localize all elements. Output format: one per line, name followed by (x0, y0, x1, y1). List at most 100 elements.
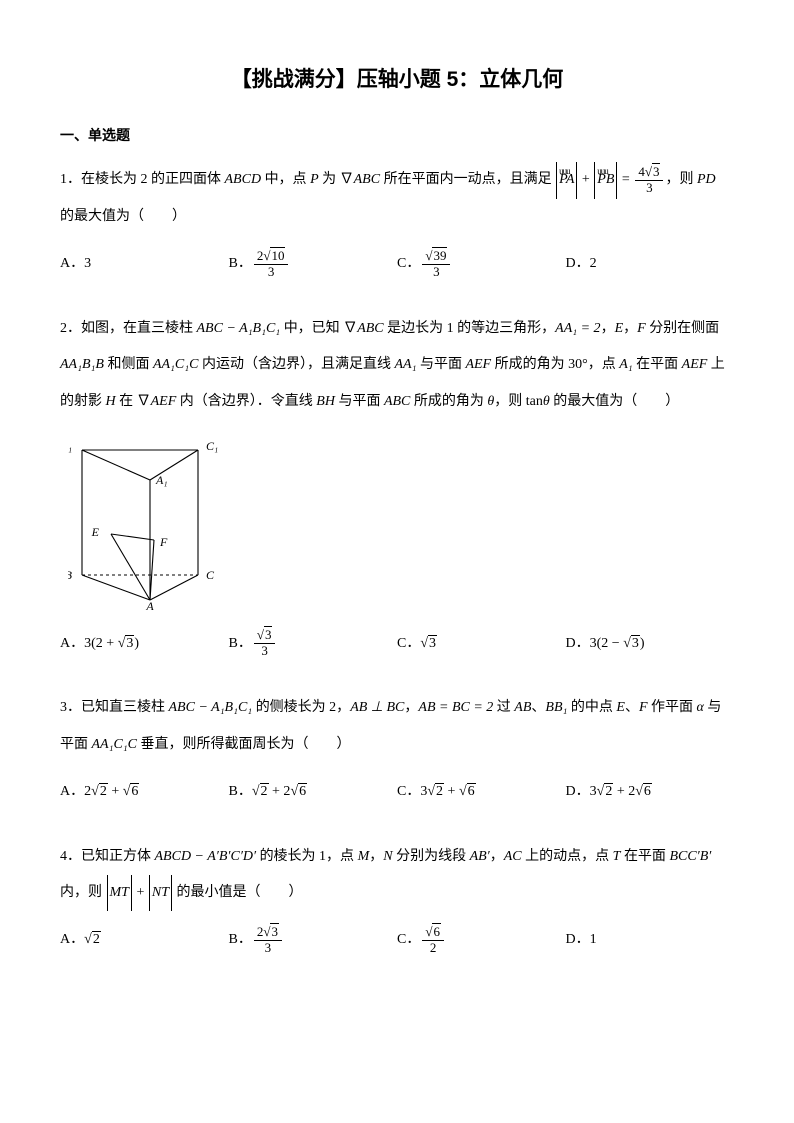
q3-E: E (616, 700, 625, 715)
q2-p15: 与平面 (335, 394, 384, 409)
q1-opt-a: A．3 (60, 247, 229, 281)
svg-text:B₁: B₁ (68, 439, 72, 453)
q2-p9: 与平面 (416, 357, 465, 372)
q4-abs-nt: NT (149, 875, 172, 911)
q1-d-val: 2 (590, 256, 597, 271)
q4-p2: 的棱长为 1，点 (256, 849, 358, 864)
q3-a-lbl: A． (60, 784, 84, 799)
q3-c-expr: 32 + 6 (420, 784, 475, 799)
q2-options: A．3(2 + 3) B．33 C．3 D．3(2 − 3) (60, 627, 734, 661)
q4-d-val: 1 (590, 932, 597, 947)
q2-H: H (106, 394, 116, 409)
question-2: 2．如图，在直三棱柱 ABC − A₁B₁C₁ 中，已知 ∇ABC 是边长为 1… (60, 311, 734, 660)
q1-c-den: 3 (422, 265, 450, 280)
q2-F: F (637, 321, 646, 336)
q1-rhs-den: 3 (635, 181, 663, 196)
q3-opt-a: A．22 + 6 (60, 775, 229, 809)
q4-opt-a: A．2 (60, 923, 229, 957)
q2-aef2: AEF (682, 357, 708, 372)
q2-opt-a: A．3(2 + 3) (60, 627, 229, 661)
q4-p6: 上的动点，点 (522, 849, 613, 864)
q2-theta2: θ (543, 394, 550, 409)
question-1: 1．在棱长为 2 的正四面体 ABCD 中，点 P 为 ∇ABC 所在平面内一动… (60, 162, 734, 280)
q2-s2: AA₁C₁C (153, 357, 199, 372)
q2-b-den: 3 (254, 644, 276, 659)
q2-p6: 分别在侧面 (646, 321, 720, 336)
q2-A1: A₁ (619, 357, 632, 372)
q3-plane: AA₁C₁C (92, 737, 138, 752)
q2-aa1: AA₁ = 2 (555, 321, 600, 336)
q2-aef3: AEF (151, 394, 177, 409)
q3-b-lbl: B． (229, 784, 252, 799)
q4-p7: 在平面 (620, 849, 669, 864)
q1-plus: + (578, 172, 593, 187)
q2-bh: BH (316, 394, 335, 409)
q1-abs-pb: uuuPB (594, 162, 617, 198)
q4-cube: ABCD − A′B′C′D′ (155, 849, 257, 864)
q3-p6: 的中点 (567, 700, 616, 715)
q1-c-lbl: C． (397, 256, 420, 271)
q2-a-expr: 3(2 + 3) (84, 636, 139, 651)
q2-p10: 所成的角为 30°，点 (491, 357, 619, 372)
q1-abc: ABC (354, 172, 380, 187)
q2-p1: 2．如图，在直三棱柱 (60, 321, 197, 336)
question-4: 4．已知正方体 ABCD − A′B′C′D′ 的棱长为 1，点 M，N 分别为… (60, 839, 734, 957)
q1-t-p6: 的最大值为（ ） (60, 209, 186, 224)
q3-text: 3．已知直三棱柱 ABC − A₁B₁C₁ 的侧棱长为 2，AB ⊥ BC，AB… (60, 690, 734, 763)
q4-c-num: 6 (422, 925, 444, 941)
q4-opt-d: D．1 (566, 923, 735, 957)
svg-text:F: F (159, 535, 168, 549)
q1-eq: = (618, 172, 633, 187)
q1-abs-pa: uuuPA (556, 162, 577, 198)
q2-p13: 在 (116, 394, 137, 409)
q3-p3: ， (404, 700, 418, 715)
q1-a-val: 3 (84, 256, 91, 271)
q4-text: 4．已知正方体 ABCD − A′B′C′D′ 的棱长为 1，点 M，N 分别为… (60, 839, 734, 912)
q1-b-lbl: B． (229, 256, 252, 271)
q3-b-expr: 2 + 26 (252, 784, 307, 799)
q4-ab1: AB′ (470, 849, 490, 864)
q1-t-p5: ，则 (665, 172, 697, 187)
q3-d-expr: 32 + 26 (590, 784, 652, 799)
svg-text:C₁: C₁ (206, 439, 218, 453)
q2-abc2: ABC (384, 394, 410, 409)
q2-a-lbl: A． (60, 636, 84, 651)
q1-rhs-num: 43 (638, 164, 660, 179)
q1-a-lbl: A． (60, 256, 84, 271)
q3-opt-b: B．2 + 26 (229, 775, 398, 809)
q3-prism: ABC − A₁B₁C₁ (169, 700, 253, 715)
svg-text:A: A (145, 599, 154, 610)
q2-c-lbl: C． (397, 636, 420, 651)
q4-c-lbl: C． (397, 932, 420, 947)
q3-alpha: α (697, 700, 704, 715)
q4-p5: ， (490, 849, 504, 864)
q4-p3: ， (369, 849, 383, 864)
q2-p18: 的最大值为（ ） (550, 394, 680, 409)
q3-p8: 作平面 (648, 700, 697, 715)
q4-a-expr: 2 (84, 932, 101, 947)
q4-N: N (383, 849, 392, 864)
q1-text: 1．在棱长为 2 的正四面体 ABCD 中，点 P 为 ∇ABC 所在平面内一动… (60, 162, 734, 235)
svg-text:A₁: A₁ (155, 473, 168, 487)
q1-P: P (310, 172, 319, 187)
q3-p1: 3．已知直三棱柱 (60, 700, 169, 715)
q2-p3: 是边长为 1 的等边三角形， (384, 321, 556, 336)
q1-opt-d: D．2 (566, 247, 735, 281)
q1-pd: PD (697, 172, 716, 187)
q4-plane: BCC′B′ (669, 849, 711, 864)
q4-p1: 4．已知正方体 (60, 849, 155, 864)
q3-bb1: BB₁ (545, 700, 567, 715)
q3-p5: 、 (531, 700, 545, 715)
q1-c-num: 39 (422, 249, 450, 265)
q3-p10: 垂直，则所得截面周长为（ ） (137, 737, 351, 752)
q2-tri: ∇ (343, 321, 357, 336)
svg-text:C: C (206, 568, 215, 582)
q1-tri: ∇ (340, 172, 354, 187)
q4-M: M (358, 849, 370, 864)
q2-p7: 和侧面 (104, 357, 153, 372)
q2-text: 2．如图，在直三棱柱 ABC − A₁B₁C₁ 中，已知 ∇ABC 是边长为 1… (60, 311, 734, 420)
q2-p11: 在平面 (633, 357, 682, 372)
q1-opt-c: C．393 (397, 247, 566, 281)
q3-p7: 、 (625, 700, 639, 715)
q4-opt-b: B．233 (229, 923, 398, 957)
